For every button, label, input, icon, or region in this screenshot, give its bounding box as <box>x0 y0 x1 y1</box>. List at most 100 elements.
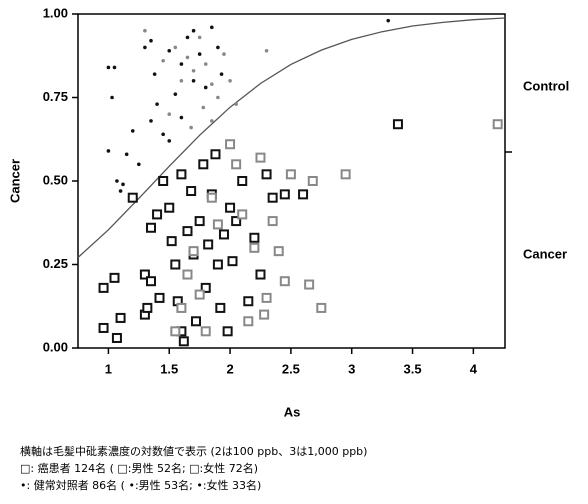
square-marker <box>176 302 187 313</box>
dot-marker <box>234 102 238 106</box>
square-marker <box>115 312 126 323</box>
dot-marker <box>121 182 125 187</box>
dot-marker <box>191 68 196 73</box>
annotation: Cancer <box>523 246 567 261</box>
dot-marker <box>228 79 232 83</box>
dot-marker <box>143 28 147 33</box>
x-tick-label: 2 <box>226 361 233 376</box>
dot-marker <box>219 72 224 76</box>
dot-marker <box>167 139 172 143</box>
x-tick-label: 3 <box>348 361 355 376</box>
dot-marker <box>106 65 111 70</box>
fit-curve <box>77 17 506 258</box>
annotation: Control <box>523 78 569 93</box>
dot-marker <box>110 95 114 100</box>
dot-marker <box>167 112 172 116</box>
square-marker <box>255 269 266 280</box>
dot-marker <box>167 48 172 53</box>
square-marker <box>170 326 181 337</box>
dot-marker <box>210 82 214 86</box>
dot-marker <box>210 25 214 30</box>
dot-marker <box>386 18 391 23</box>
dot-marker <box>210 119 214 123</box>
note: •: 健常対照者 86名 ( •:男性 53名; •:女性 33名) <box>20 478 261 492</box>
square-marker <box>267 216 278 227</box>
square-marker <box>227 256 238 267</box>
dot-marker <box>161 58 165 63</box>
square-marker <box>198 159 209 170</box>
square-marker <box>249 232 260 243</box>
square-marker <box>158 176 169 186</box>
square-marker <box>237 176 248 186</box>
square-marker <box>259 309 270 320</box>
x-tick-label: 4 <box>470 361 478 376</box>
square-marker <box>222 326 233 337</box>
square-marker <box>307 176 318 186</box>
dot-marker <box>191 79 196 83</box>
square-marker <box>492 119 503 130</box>
y-tick-label: 0.00 <box>43 339 68 354</box>
square-marker <box>243 316 254 327</box>
square-marker <box>212 259 223 270</box>
dot-marker <box>197 35 202 40</box>
x-axis-label: As <box>284 404 301 419</box>
dot-marker <box>155 102 159 106</box>
y-tick-label: 0.25 <box>43 256 68 271</box>
square-marker <box>188 246 199 257</box>
square-marker <box>145 222 156 233</box>
dot-marker <box>149 119 153 123</box>
dot-marker <box>179 79 184 83</box>
square-marker <box>304 279 315 290</box>
dot-marker <box>130 129 135 133</box>
square-marker <box>176 169 187 180</box>
dot-marker <box>191 28 196 33</box>
square-marker <box>154 292 165 303</box>
square-marker <box>170 259 181 270</box>
dot-marker <box>143 45 147 50</box>
dot-marker <box>152 72 157 76</box>
dot-marker <box>185 35 190 40</box>
square-marker <box>200 326 211 337</box>
dot-marker <box>216 45 220 50</box>
square-marker <box>206 192 217 203</box>
square-marker <box>203 239 214 250</box>
square-marker <box>210 149 221 160</box>
x-tick-label: 1.5 <box>160 361 178 376</box>
square-marker <box>255 152 266 163</box>
square-marker <box>194 216 205 227</box>
dot-marker <box>124 152 129 157</box>
square-marker <box>164 202 175 213</box>
dot-marker <box>179 115 184 120</box>
dot-marker <box>179 62 184 66</box>
square-marker <box>298 189 309 200</box>
dot-marker <box>173 92 178 96</box>
square-marker <box>392 119 403 130</box>
square-marker <box>340 169 351 180</box>
dot-marker <box>216 95 220 100</box>
square-marker <box>212 219 223 230</box>
y-tick-label: 1.00 <box>43 5 68 20</box>
square-marker <box>273 246 284 257</box>
square-marker <box>111 332 122 343</box>
dot-marker <box>197 52 202 56</box>
dot-marker <box>149 38 153 43</box>
square-marker <box>225 202 236 213</box>
square-marker <box>261 169 272 180</box>
square-marker <box>182 269 193 280</box>
dot-marker <box>173 45 178 50</box>
square-marker <box>215 302 226 313</box>
note: □: 癌患者 124名 ( □:男性 52名; □:女性 72名) <box>20 461 258 475</box>
x-tick-label: 1 <box>105 361 112 376</box>
x-tick-label: 3.5 <box>404 361 422 376</box>
dot-marker <box>161 132 165 137</box>
square-marker <box>237 209 248 220</box>
square-marker <box>127 192 138 203</box>
note: 横軸は毛髪中砒素濃度の対数値で表示 (2は100 ppb、3は1,000 ppb… <box>20 444 367 458</box>
square-marker <box>194 289 205 300</box>
dot-marker <box>115 179 119 183</box>
square-marker <box>182 226 193 237</box>
square-marker <box>166 236 177 247</box>
x-tick-label: 2.5 <box>282 361 300 376</box>
square-marker <box>98 282 109 293</box>
